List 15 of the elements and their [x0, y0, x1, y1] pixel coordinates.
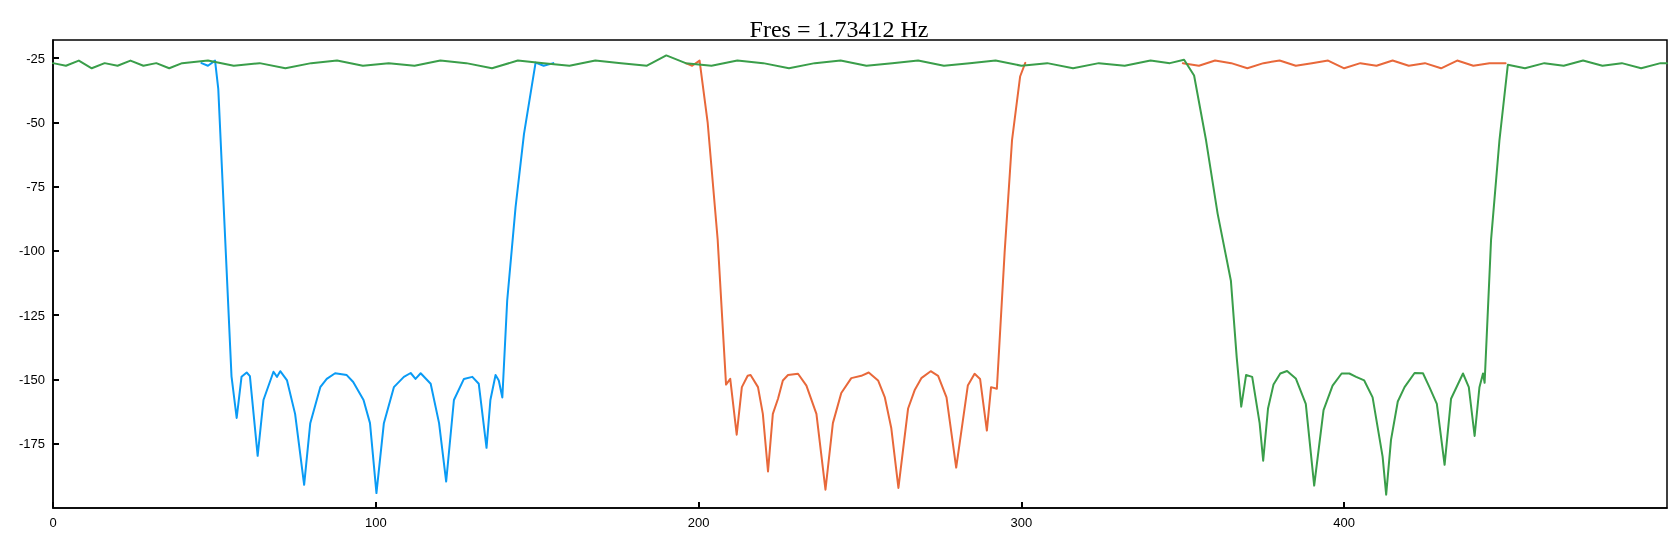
x-tick-label: 400 [1333, 515, 1356, 530]
y-tick-label: -50 [26, 114, 45, 130]
x-tick-label: 100 [364, 515, 387, 530]
chart-title: Fres = 1.73412 Hz [749, 16, 929, 42]
y-tick-label: -125 [18, 307, 45, 323]
y-tick-label: -75 [26, 179, 45, 195]
y-tick-label: -25 [26, 50, 45, 66]
x-tick-label: 0 [49, 515, 57, 530]
line-series [200, 59, 555, 495]
y-tick-label: -175 [18, 436, 45, 452]
y-tick-label: -100 [18, 243, 45, 259]
line-series [52, 54, 1668, 496]
x-tick-label: 200 [687, 515, 710, 530]
x-tick-label: 300 [1010, 515, 1033, 530]
y-tick-label: -150 [18, 371, 45, 387]
